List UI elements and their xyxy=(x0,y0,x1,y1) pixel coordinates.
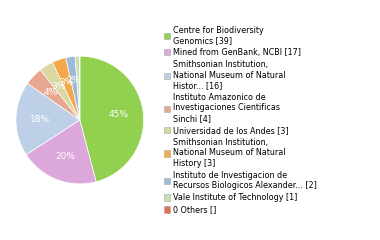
Wedge shape xyxy=(75,56,80,120)
Text: 2%: 2% xyxy=(67,76,81,85)
Wedge shape xyxy=(16,84,80,155)
Text: 3%: 3% xyxy=(60,78,74,87)
Text: 20%: 20% xyxy=(55,152,76,162)
Wedge shape xyxy=(80,56,144,182)
Text: 4%: 4% xyxy=(44,88,58,97)
Text: 3%: 3% xyxy=(52,82,66,91)
Wedge shape xyxy=(26,120,96,184)
Wedge shape xyxy=(40,62,80,120)
Text: 18%: 18% xyxy=(30,115,50,124)
Text: 45%: 45% xyxy=(109,110,129,119)
Wedge shape xyxy=(27,70,80,120)
Wedge shape xyxy=(52,58,80,120)
Legend: Centre for Biodiversity
Genomics [39], Mined from GenBank, NCBI [17], Smithsonia: Centre for Biodiversity Genomics [39], M… xyxy=(164,26,317,214)
Wedge shape xyxy=(66,56,80,120)
